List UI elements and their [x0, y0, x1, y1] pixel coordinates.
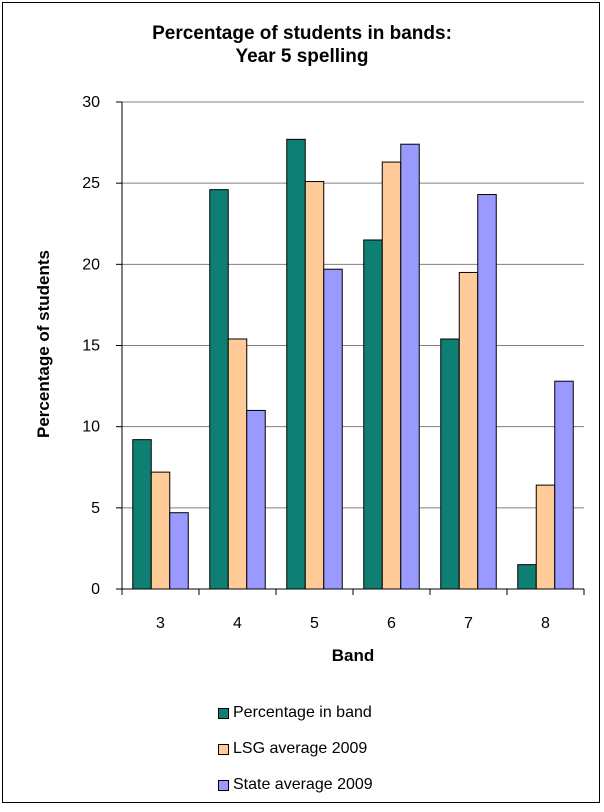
chart-title: Percentage of students in bands: Year 5 …	[0, 22, 604, 68]
x-tick-label: 4	[233, 615, 242, 632]
legend-swatch-lsg-average	[218, 743, 229, 755]
bar	[209, 189, 229, 590]
bar	[150, 471, 171, 590]
y-tick-label: 30	[82, 94, 100, 111]
y-tick-label: 25	[82, 175, 100, 192]
x-tick-label: 5	[310, 615, 319, 632]
bar	[286, 138, 306, 590]
legend-swatch-percentage-in-band	[218, 707, 229, 719]
x-tick-label: 6	[387, 615, 396, 632]
legend: Percentage in band LSG average 2009 Stat…	[218, 704, 373, 812]
bar	[227, 338, 248, 590]
legend-item-percentage-in-band: Percentage in band	[218, 704, 373, 722]
y-tick-label: 15	[82, 338, 100, 355]
x-axis-label: Band	[331, 646, 375, 665]
bar	[400, 143, 420, 590]
y-tick-label: 20	[82, 256, 100, 273]
bar	[363, 239, 383, 590]
bar	[554, 380, 574, 590]
bar	[458, 271, 479, 590]
bar	[477, 194, 497, 590]
legend-swatch-state-average	[218, 779, 229, 791]
y-tick-label: 5	[91, 500, 100, 517]
legend-label-lsg-average: LSG average 2009	[233, 740, 368, 757]
chart-title-line-2: Year 5 spelling	[235, 46, 369, 67]
x-tick-label: 7	[464, 615, 473, 632]
y-tick-label: 10	[82, 419, 100, 436]
bar	[132, 439, 152, 590]
bar	[517, 564, 537, 590]
legend-label-percentage-in-band: Percentage in band	[233, 704, 372, 721]
bar	[304, 181, 325, 590]
bar	[535, 484, 556, 590]
legend-label-state-average: State average 2009	[233, 776, 373, 793]
x-tick-label: 8	[541, 615, 550, 632]
legend-item-state-average: State average 2009	[218, 776, 373, 794]
bar	[440, 338, 460, 590]
y-tick-label: 0	[91, 581, 100, 598]
bar	[323, 268, 343, 590]
legend-item-lsg-average: LSG average 2009	[218, 740, 373, 758]
x-tick-label: 3	[156, 615, 165, 632]
bar	[246, 409, 266, 590]
chart-title-line-1: Percentage of students in bands:	[152, 23, 452, 44]
bar	[169, 512, 189, 590]
bar	[381, 161, 402, 590]
